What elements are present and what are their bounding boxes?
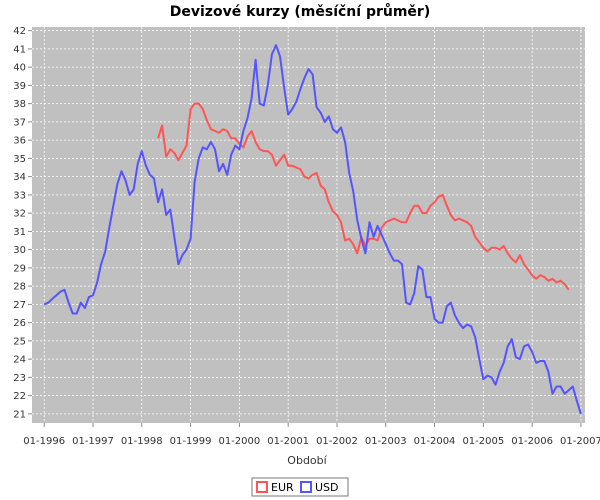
- y-tick-label: 25: [13, 336, 26, 347]
- x-axis-label: Období: [287, 454, 327, 467]
- x-tick-label: 01-2007: [560, 436, 600, 447]
- y-tick-label: 40: [13, 63, 26, 74]
- x-tick-label: 01-2003: [365, 436, 407, 447]
- y-tick-label: 32: [13, 209, 26, 220]
- x-tick-label: 01-1999: [170, 436, 212, 447]
- y-tick-label: 31: [13, 227, 26, 238]
- series-line-usd: [43, 44, 582, 415]
- legend-swatch-eur: [256, 481, 268, 493]
- y-tick-label: 28: [13, 282, 26, 293]
- y-tick-label: 29: [13, 263, 26, 274]
- x-tick-label: 01-2001: [267, 436, 309, 447]
- y-tick-label: 21: [13, 409, 26, 420]
- y-tick-label: 24: [13, 355, 26, 366]
- y-tick-label: 27: [13, 300, 26, 311]
- x-tick-label: 01-1996: [23, 436, 65, 447]
- y-tick-label: 30: [13, 245, 26, 256]
- y-tick-label: 33: [13, 190, 26, 201]
- legend: EUR USD: [251, 477, 349, 497]
- y-tick-label: 23: [13, 373, 26, 384]
- x-tick-label: 01-2006: [511, 436, 553, 447]
- legend-swatch-usd: [300, 481, 312, 493]
- chart-title: Devizové kurzy (měsíční průměr): [170, 3, 430, 20]
- y-tick-label: 26: [13, 318, 26, 329]
- legend-label-usd: USD: [315, 481, 339, 494]
- x-tick-label: 01-1997: [72, 436, 114, 447]
- y-tick-label: 38: [13, 99, 26, 110]
- x-tick-label: 01-2002: [316, 436, 358, 447]
- legend-label-eur: EUR: [271, 481, 294, 494]
- x-tick-label: 01-1998: [121, 436, 163, 447]
- plot-background: [32, 27, 585, 423]
- x-tick-label: 01-2005: [462, 436, 504, 447]
- y-tick-label: 22: [13, 391, 26, 402]
- axes: 21 22 23 24 25 26 27 28 29 30 31 32 33 34 35 36 37 38 39 40…: [13, 26, 600, 447]
- y-tick-label: 36: [13, 136, 26, 147]
- y-tick-label: 42: [13, 26, 26, 37]
- plot-area: [32, 27, 585, 423]
- y-tick-label: 41: [13, 44, 26, 55]
- y-tick-label: 37: [13, 117, 26, 128]
- y-tick-label: 35: [13, 154, 26, 165]
- x-tick-label: 01-2004: [414, 436, 456, 447]
- x-tick-label: 01-2000: [218, 436, 260, 447]
- y-tick-label: 34: [13, 172, 26, 183]
- series-line-eur: [157, 102, 570, 291]
- y-tick-label: 39: [13, 81, 26, 92]
